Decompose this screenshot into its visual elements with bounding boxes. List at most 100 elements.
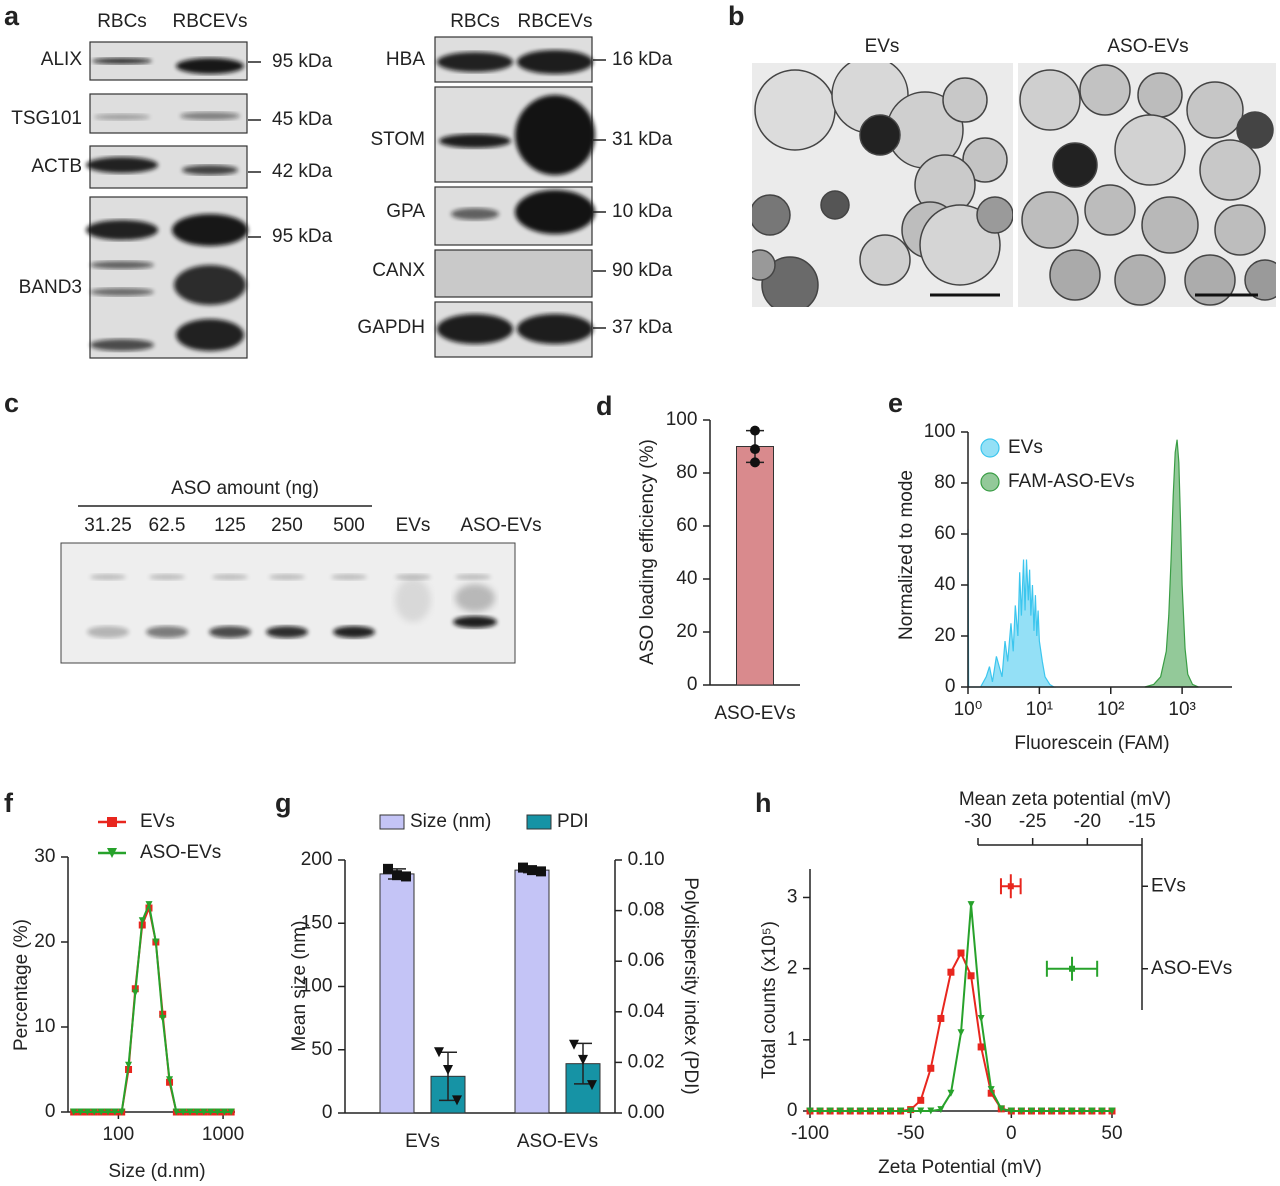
y-tick-label: 100 xyxy=(924,421,956,442)
y-tick-label: 0 xyxy=(945,676,956,697)
data-point xyxy=(1038,1107,1046,1115)
histogram-area xyxy=(967,528,1057,688)
data-point xyxy=(927,1064,935,1072)
vesicle xyxy=(752,194,791,236)
y-tick-label: 80 xyxy=(934,472,955,493)
vesicle xyxy=(1049,249,1101,301)
vesicle xyxy=(1199,139,1261,201)
blot-band xyxy=(86,157,158,173)
y-tick-label: 0.08 xyxy=(628,900,665,921)
data-point xyxy=(1098,1107,1106,1115)
gel-well xyxy=(331,574,367,580)
data-point xyxy=(1078,1107,1086,1115)
x-tick-label: -100 xyxy=(791,1123,829,1144)
vesicle xyxy=(1084,184,1136,236)
x-tick-label: ASO-EVs xyxy=(517,1131,598,1152)
data-point xyxy=(70,1108,78,1116)
blot-band xyxy=(515,95,595,175)
blot-band xyxy=(517,314,593,344)
blot-band xyxy=(437,314,513,344)
gel-well xyxy=(395,574,431,580)
data-point xyxy=(97,1108,105,1116)
x-tick-label: 10² xyxy=(1097,699,1124,720)
vesicle xyxy=(976,196,1013,234)
x-tick-label: ASO-EVs xyxy=(714,703,795,724)
y-tick-label: 30 xyxy=(34,846,55,867)
lane-header: RBCs xyxy=(97,11,147,32)
legend-swatch xyxy=(379,814,405,830)
gel-group-label: ASO amount (ng) xyxy=(171,478,319,499)
category-label: ASO-EVs xyxy=(1151,958,1232,979)
data-point xyxy=(750,444,760,455)
blot-band xyxy=(90,261,154,269)
data-point xyxy=(876,1107,884,1115)
legend-label: FAM-ASO-EVs xyxy=(1008,471,1135,492)
data-point xyxy=(179,1108,187,1116)
x-tick-label: 100 xyxy=(103,1124,135,1145)
data-point xyxy=(383,863,393,874)
data-point xyxy=(587,1080,597,1091)
x-tick-label: 10⁰ xyxy=(954,699,983,720)
tem-title: EVs xyxy=(865,36,900,57)
data-point xyxy=(172,1108,180,1116)
vesicle xyxy=(1021,191,1079,249)
data-point xyxy=(967,972,975,980)
data-point xyxy=(104,1108,112,1116)
vesicle xyxy=(1019,69,1081,131)
data-point xyxy=(220,1108,228,1116)
y-tick-label: 0 xyxy=(687,674,698,695)
data-point xyxy=(947,968,955,976)
vesicle xyxy=(942,77,988,123)
blot-band xyxy=(437,52,513,72)
x-tick-label: 0 xyxy=(1006,1123,1017,1144)
blot-band xyxy=(176,58,244,74)
blot-band xyxy=(451,208,499,220)
panel-label: e xyxy=(888,388,903,418)
panel-label: c xyxy=(4,388,19,418)
blot-band xyxy=(176,319,244,351)
tem-image xyxy=(752,63,1013,307)
data-point xyxy=(213,1108,221,1116)
legend-label: EVs xyxy=(140,811,175,832)
data-point xyxy=(118,1108,126,1116)
size-label: 95 kDa xyxy=(272,226,333,247)
data-point xyxy=(897,1107,905,1115)
gel xyxy=(60,542,516,664)
vesicle xyxy=(962,137,1008,183)
data-point xyxy=(152,938,160,946)
gel-well xyxy=(455,574,491,580)
y-tick-label: 0 xyxy=(322,1102,333,1123)
blot-band xyxy=(515,190,595,234)
data-point xyxy=(750,425,760,436)
y-tick-label: 40 xyxy=(676,568,697,589)
data-point xyxy=(1068,1107,1076,1115)
lane-header: RBCEVs xyxy=(518,11,593,32)
blot-band xyxy=(92,58,152,64)
x-axis-title: Zeta Potential (mV) xyxy=(878,1157,1042,1178)
data-point xyxy=(937,1014,945,1022)
y-axis-title: Mean size (nm) xyxy=(289,921,310,1052)
gel-band xyxy=(395,578,431,622)
blot-band xyxy=(172,214,248,246)
protein-label: GPA xyxy=(386,201,425,222)
protein-label: STOM xyxy=(370,129,425,150)
vesicle xyxy=(752,249,776,281)
x-tick-label: -30 xyxy=(964,811,991,832)
x-tick-label: -20 xyxy=(1074,811,1101,832)
data-point xyxy=(569,1039,579,1050)
y-tick-label: 40 xyxy=(934,574,955,595)
y-axis-title: ASO loading efficiency (%) xyxy=(637,439,658,665)
blot-band xyxy=(439,134,511,148)
protein-label: HBA xyxy=(386,49,425,70)
size-label: 95 kDa xyxy=(272,51,333,72)
data-point xyxy=(846,1107,854,1115)
gel-lane-label: 31.25 xyxy=(84,515,132,536)
data-point xyxy=(207,1108,215,1116)
data-point xyxy=(1108,1107,1116,1115)
data-point xyxy=(856,1107,864,1115)
gel-well xyxy=(269,574,305,580)
category-label: EVs xyxy=(1151,875,1186,896)
x-axis-title: Fluorescein (FAM) xyxy=(1014,733,1169,754)
y-tick-label: 60 xyxy=(934,523,955,544)
y2-axis-title: Polydispersity index (PDI) xyxy=(680,877,701,1095)
